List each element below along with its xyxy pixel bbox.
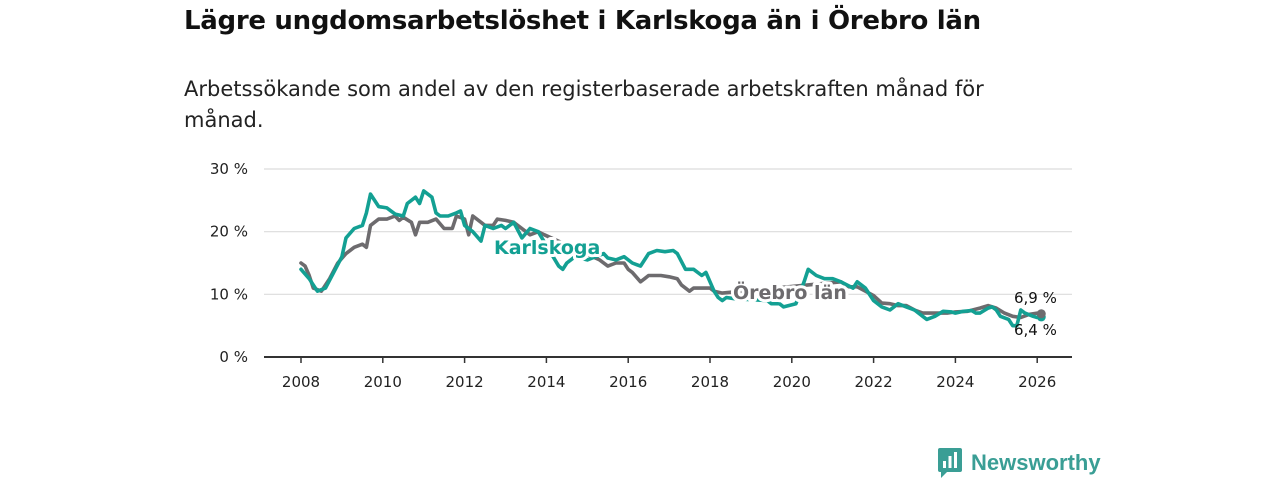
x-tick-label: 2026 [1018,373,1056,391]
series-label-orebro-lan: Örebro län [733,280,847,304]
newsworthy-logo[interactable]: Newsworthy [938,448,1101,478]
chart-subtitle: Arbetssökande som andel av den registerb… [184,77,984,132]
end-label-karlskoga: 6,4 % [1014,321,1057,339]
x-tick-label: 2014 [527,373,565,391]
series-label-orebro-lan-halo: Örebro län [733,280,847,304]
y-axis-ticks: 0 % 10 % 20 % 30 % [210,160,248,366]
x-tick-label: 2010 [364,373,402,391]
x-tick-label: 2020 [773,373,811,391]
x-tick-label: 2016 [609,373,647,391]
gridlines [264,168,1072,295]
y-tick-label: 10 % [210,285,248,303]
end-point-orebro-lan [1036,309,1046,319]
bar-chart-speech-icon [938,448,962,478]
x-tick-label: 2012 [446,373,484,391]
x-tick-label: 2022 [855,373,893,391]
series-lines [299,189,1046,328]
series-label-karlskoga-halo: Karlskoga [494,237,600,259]
series-line-karlskoga [299,189,1044,328]
x-axis: 2008 2010 2012 2014 2016 2018 2020 2022 2024 2026 [264,356,1072,391]
brand-name: Newsworthy [971,450,1101,475]
x-tick-label: 2008 [282,373,320,391]
end-label-orebro-lan: 6,9 % [1014,289,1057,307]
y-tick-label: 20 % [210,223,248,241]
series-line-orebro-lan [299,214,1044,320]
x-tick-label: 2018 [691,373,729,391]
y-tick-label: 0 % [219,348,248,366]
x-tick-label: 2024 [936,373,974,391]
series-label-karlskoga: Karlskoga [494,237,600,259]
y-tick-label: 30 % [210,160,248,178]
chart-title: Lägre ungdomsarbetslöshet i Karlskoga än… [184,6,981,36]
